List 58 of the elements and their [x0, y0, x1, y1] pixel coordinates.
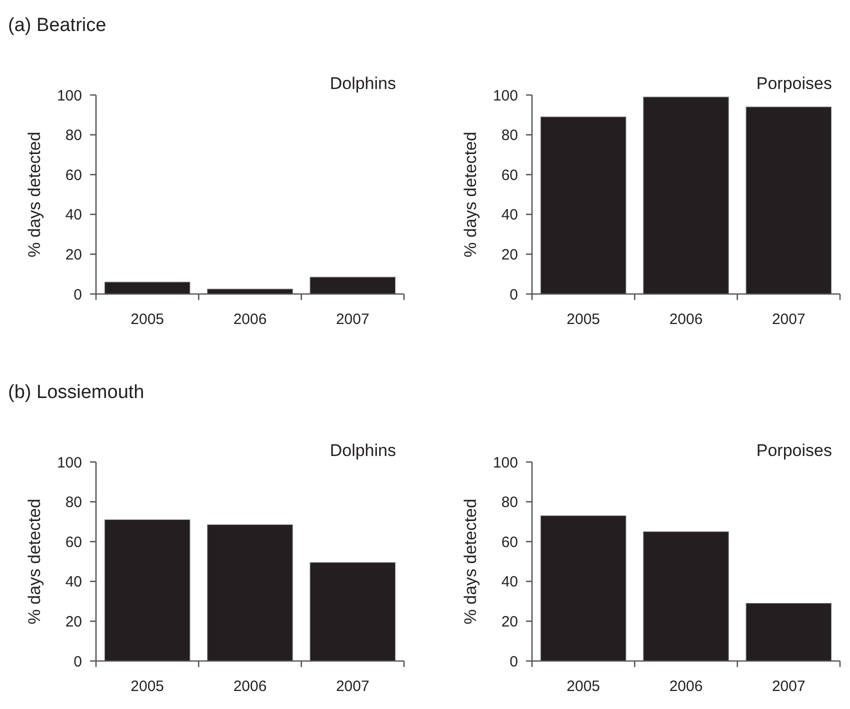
x-tick-label: 2005: [130, 678, 164, 695]
x-tick-label: 2005: [130, 311, 164, 328]
bar: [643, 96, 729, 294]
y-tick-label: 0: [510, 286, 518, 304]
chart-title: (a) Beatrice: [8, 15, 106, 36]
chart-subtitle: Dolphins: [330, 441, 396, 460]
bar: [540, 116, 626, 294]
bar: [746, 106, 832, 294]
y-tick-label: 80: [501, 127, 518, 144]
x-tick-label: 2007: [772, 678, 806, 695]
x-tick-label: 2007: [336, 678, 370, 695]
x-tick-label: 2006: [669, 678, 703, 695]
bar: [104, 282, 190, 294]
bar: [207, 288, 293, 294]
y-tick-label: 0: [74, 653, 82, 670]
y-axis-title: % days detected: [25, 498, 44, 624]
y-tick-label: 20: [65, 246, 82, 264]
y-tick-label: 100: [56, 454, 82, 472]
y-tick-label: 60: [65, 166, 82, 184]
y-tick-label: 40: [501, 574, 518, 591]
bar: [746, 602, 832, 662]
y-tick-label: 80: [65, 127, 82, 144]
bar: [310, 562, 396, 662]
x-tick-label: 2007: [772, 311, 806, 328]
y-tick-label: 20: [501, 613, 518, 630]
y-tick-label: 60: [65, 534, 82, 551]
y-tick-label: 100: [492, 87, 518, 104]
y-tick-label: 100: [56, 87, 82, 104]
y-axis-title: % days detected: [461, 498, 480, 624]
bar: [104, 519, 190, 662]
y-tick-label: 60: [501, 534, 518, 551]
bar: [207, 524, 293, 662]
y-tick-label: 0: [74, 286, 82, 304]
y-tick-label: 80: [501, 494, 518, 512]
y-tick-label: 40: [65, 574, 82, 591]
y-tick-label: 0: [510, 653, 518, 670]
x-tick-label: 2006: [669, 311, 703, 328]
bar: [643, 531, 729, 662]
bar: [310, 276, 396, 294]
x-tick-label: 2007: [336, 311, 370, 328]
x-tick-label: 2006: [233, 678, 267, 695]
y-tick-label: 20: [501, 246, 518, 264]
x-tick-label: 2005: [566, 311, 600, 328]
x-tick-label: 2005: [566, 678, 600, 695]
y-tick-label: 40: [65, 206, 82, 224]
y-axis-title: % days detected: [461, 132, 480, 258]
chart-subtitle: Dolphins: [330, 74, 396, 93]
chart-subtitle: Porpoises: [756, 74, 832, 93]
chart-subtitle: Porpoises: [756, 441, 832, 460]
y-axis-title: % days detected: [25, 132, 44, 258]
y-tick-label: 100: [492, 454, 518, 472]
y-tick-label: 20: [65, 613, 82, 630]
y-tick-label: 60: [501, 166, 518, 184]
bar: [540, 515, 626, 662]
chart-title: (b) Lossiemouth: [8, 382, 144, 403]
y-tick-label: 80: [65, 494, 82, 512]
x-tick-label: 2006: [233, 311, 267, 328]
y-tick-label: 40: [501, 206, 518, 224]
